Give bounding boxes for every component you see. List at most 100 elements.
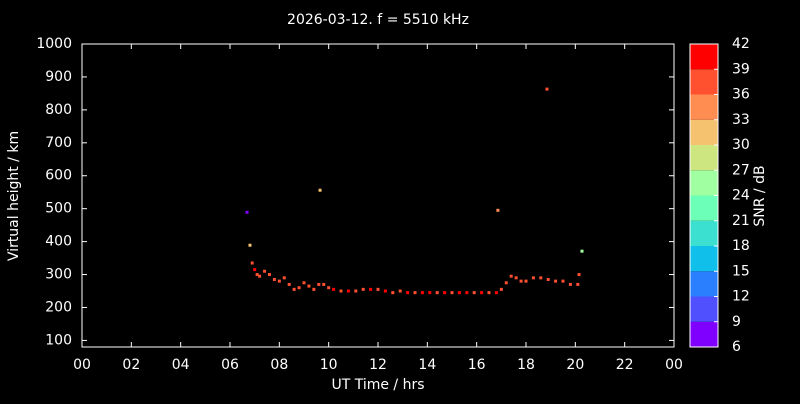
colorbar-tick-label: 30 — [732, 137, 750, 153]
colorbar-tick-label: 9 — [732, 314, 741, 330]
y-tick-label: 500 — [45, 201, 72, 217]
colorbar-tick-label: 33 — [732, 112, 750, 128]
point — [539, 276, 543, 280]
point — [472, 291, 476, 295]
x-tick-label: 08 — [270, 357, 288, 373]
point — [391, 291, 395, 295]
point — [531, 276, 535, 280]
x-tick-label: 06 — [221, 357, 239, 373]
colorbar-tick-label: 21 — [732, 213, 750, 229]
colorbar-segment — [690, 220, 718, 246]
colorbar-segment — [690, 296, 718, 322]
point — [346, 289, 350, 293]
point — [253, 268, 257, 272]
x-tick-label: 04 — [172, 357, 190, 373]
point — [496, 208, 500, 212]
y-tick-label: 200 — [45, 299, 72, 315]
colorbar-segment — [690, 94, 718, 120]
point — [263, 269, 267, 273]
point — [250, 261, 254, 265]
point — [519, 279, 523, 283]
point — [398, 289, 402, 293]
point — [287, 282, 291, 286]
colorbar-segment — [690, 195, 718, 221]
point — [577, 273, 581, 277]
x-tick-label: 14 — [418, 357, 436, 373]
point — [307, 284, 311, 288]
point — [480, 291, 484, 295]
point — [258, 274, 262, 278]
point — [282, 276, 286, 280]
point — [554, 279, 558, 283]
colorbar-segment — [690, 145, 718, 171]
colorbar-tick-label: 27 — [732, 162, 750, 178]
colorbar-segment — [690, 321, 718, 347]
chart-title: 2026-03-12. f = 5510 kHz — [287, 12, 469, 28]
x-tick-label: 16 — [468, 357, 486, 373]
x-tick-label: 20 — [566, 357, 584, 373]
colorbar-segment — [690, 271, 718, 297]
point — [318, 188, 322, 192]
point — [272, 277, 276, 281]
x-tick-label: 22 — [616, 357, 634, 373]
point — [487, 291, 491, 295]
point — [428, 291, 432, 295]
point — [568, 282, 572, 286]
colorbar-segment — [690, 170, 718, 196]
point — [576, 282, 580, 286]
point — [406, 291, 410, 295]
colorbar-tick-label: 39 — [732, 61, 750, 77]
y-tick-label: 400 — [45, 234, 72, 250]
colorbar-segment — [690, 69, 718, 95]
point — [514, 276, 518, 280]
point — [561, 279, 565, 283]
point — [339, 289, 343, 293]
y-tick-label: 900 — [45, 69, 72, 85]
point — [420, 291, 424, 295]
point — [376, 287, 380, 291]
point — [332, 287, 336, 291]
point — [292, 287, 296, 291]
point — [369, 287, 373, 291]
x-tick-label: 10 — [320, 357, 338, 373]
y-tick-label: 1000 — [36, 36, 72, 52]
point — [509, 274, 513, 278]
point — [297, 286, 301, 290]
colorbar-tick-label: 12 — [732, 289, 750, 305]
colorbar-tick-label: 6 — [732, 339, 741, 355]
y-axis-label: Virtual height / km — [6, 131, 22, 261]
y-tick-label: 700 — [45, 135, 72, 151]
point — [361, 287, 365, 291]
colorbar-tick-label: 24 — [732, 188, 750, 204]
point — [545, 87, 549, 91]
colorbar-label: SNR / dB — [752, 165, 768, 226]
colorbar-tick-label: 18 — [732, 238, 750, 254]
x-axis-label: UT Time / hrs — [331, 377, 424, 393]
point — [465, 291, 469, 295]
point — [317, 282, 321, 286]
point — [302, 281, 306, 285]
colorbar-tick-label: 42 — [732, 36, 750, 52]
point — [277, 279, 281, 283]
y-tick-label: 300 — [45, 267, 72, 283]
y-tick-label: 100 — [45, 332, 72, 348]
x-tick-label: 00 — [73, 357, 91, 373]
point — [435, 291, 439, 295]
point — [499, 287, 503, 291]
y-tick-label: 800 — [45, 102, 72, 118]
colorbar-tick-label: 36 — [732, 87, 750, 103]
point — [383, 289, 387, 293]
point — [354, 289, 358, 293]
point — [443, 291, 447, 295]
colorbar-segment — [690, 246, 718, 272]
colorbar-tick-label: 15 — [732, 263, 750, 279]
point — [413, 291, 417, 295]
point — [457, 291, 461, 295]
point — [524, 279, 528, 283]
x-tick-label: 02 — [122, 357, 140, 373]
point — [248, 243, 252, 247]
point — [580, 249, 584, 253]
point — [504, 281, 508, 285]
